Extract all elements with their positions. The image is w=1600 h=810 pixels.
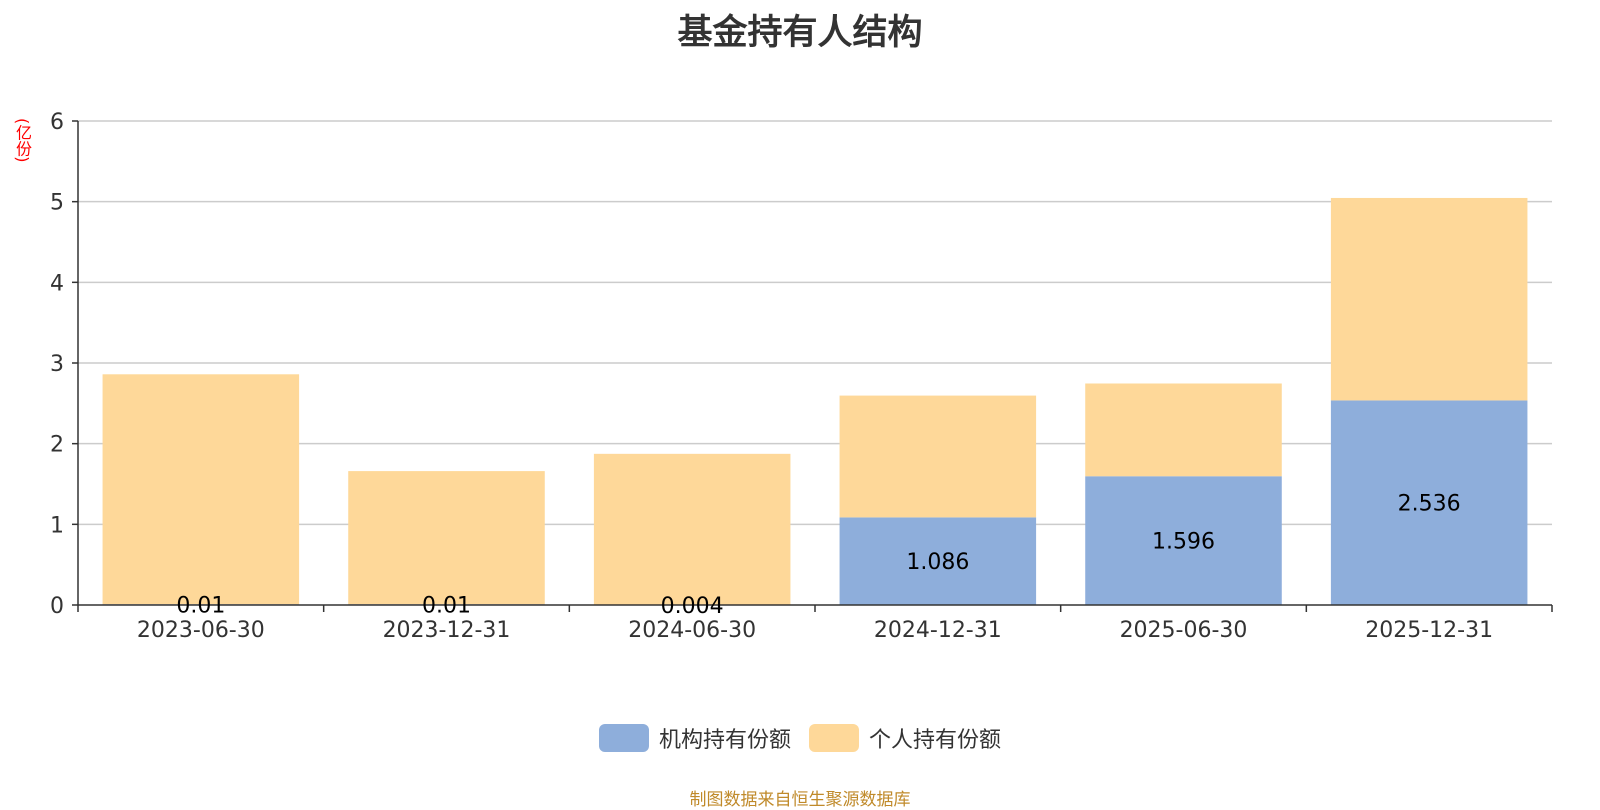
y-tick-label: 5	[50, 191, 64, 216]
x-tick-label: 2024-06-30	[628, 618, 756, 643]
y-tick-label: 0	[50, 594, 64, 619]
legend-swatch-individual	[809, 724, 859, 752]
data-label-institutional: 1.596	[1152, 530, 1215, 555]
data-source-note: 制图数据来自恒生聚源数据库	[0, 785, 1600, 810]
data-label-institutional: 1.086	[906, 550, 969, 575]
y-tick-label: 4	[50, 271, 64, 296]
x-tick-label: 2025-12-31	[1365, 618, 1493, 643]
bar-individual	[103, 374, 300, 604]
y-tick-label: 2	[50, 433, 64, 458]
y-tick-label: 6	[50, 110, 64, 135]
x-tick-label: 2025-06-30	[1120, 618, 1248, 643]
x-tick-label: 2024-12-31	[874, 618, 1002, 643]
y-tick-label: 1	[50, 513, 64, 538]
y-tick-label: 3	[50, 352, 64, 377]
bars	[103, 198, 1528, 605]
legend-item-institutional[interactable]: 机构持有份额	[599, 722, 791, 754]
x-tick-label: 2023-06-30	[137, 618, 265, 643]
x-tick-label: 2023-12-31	[383, 618, 511, 643]
bar-individual	[348, 471, 545, 604]
bar-individual	[840, 396, 1037, 518]
bar-individual	[1085, 383, 1282, 476]
legend-label-individual: 个人持有份额	[869, 722, 1001, 754]
data-label-institutional: 0.01	[422, 594, 471, 619]
data-label-institutional: 0.01	[176, 594, 225, 619]
data-label-institutional: 0.004	[661, 594, 724, 619]
data-label-institutional: 2.536	[1398, 492, 1461, 517]
legend-label-institutional: 机构持有份额	[659, 722, 791, 754]
legend-swatch-institutional	[599, 724, 649, 752]
bar-individual	[1331, 198, 1528, 400]
bar-individual	[594, 454, 791, 605]
legend: 机构持有份额 个人持有份额	[0, 722, 1600, 754]
legend-item-individual[interactable]: 个人持有份额	[809, 722, 1001, 754]
